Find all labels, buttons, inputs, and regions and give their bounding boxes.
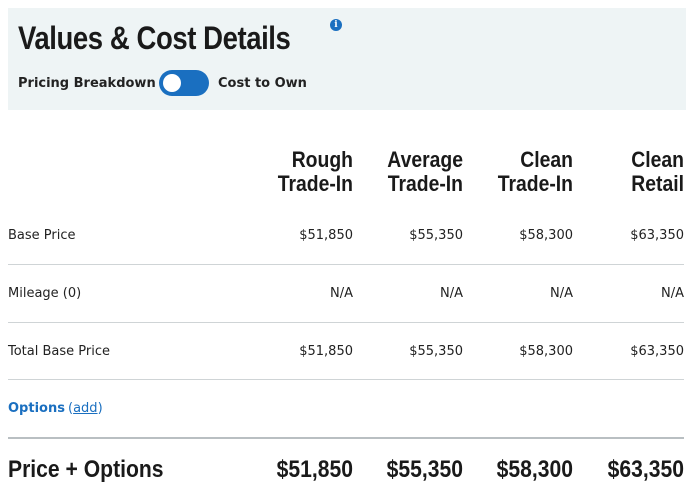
toggle-knob [163, 74, 181, 92]
table-cell: $55,350 [409, 344, 463, 359]
options-label: Options [8, 401, 65, 416]
table-cell: $63,350 [630, 344, 684, 359]
row-divider [8, 322, 684, 323]
table-cell: $51,850 [299, 344, 353, 359]
table-cell: $58,300 [519, 228, 573, 243]
cost-to-own-label[interactable]: Cost to Own [218, 76, 307, 91]
total-cell-clean-retail: $63,350 [607, 456, 684, 483]
table-cell: N/A [550, 286, 573, 301]
table-cell: $55,350 [409, 228, 463, 243]
row-divider [8, 264, 684, 265]
options-add-wrapper: (add) [68, 401, 103, 416]
column-header-rough-trade-in: Rough Trade-In [277, 147, 353, 196]
table-cell: N/A [661, 286, 684, 301]
row-label-total-base-price: Total Base Price [8, 344, 110, 359]
header-panel: Values & Cost Details i Pricing Breakdow… [8, 8, 686, 110]
info-icon[interactable]: i [330, 19, 342, 31]
options-add-link[interactable]: add [73, 401, 98, 416]
table-cell: $63,350 [630, 228, 684, 243]
pricing-view-toggle[interactable] [159, 70, 209, 96]
column-header-clean-retail: Clean Retail [631, 147, 684, 196]
row-label-mileage: Mileage (0) [8, 286, 82, 301]
table-cell: $58,300 [519, 344, 573, 359]
column-header-average-trade-in: Average Trade-In [387, 147, 463, 196]
page-title: Values & Cost Details [18, 20, 291, 56]
row-label-base-price: Base Price [8, 228, 76, 243]
total-divider [8, 437, 684, 439]
total-cell-clean-trade-in: $58,300 [496, 456, 573, 483]
column-header-clean-trade-in: Clean Trade-In [497, 147, 573, 196]
total-cell-average-trade-in: $55,350 [386, 456, 463, 483]
table-cell: $51,850 [299, 228, 353, 243]
total-label: Price + Options [8, 456, 164, 483]
total-cell-rough-trade-in: $51,850 [276, 456, 353, 483]
pricing-breakdown-label[interactable]: Pricing Breakdown [18, 76, 156, 91]
table-cell: N/A [440, 286, 463, 301]
table-cell: N/A [330, 286, 353, 301]
row-divider [8, 379, 684, 380]
